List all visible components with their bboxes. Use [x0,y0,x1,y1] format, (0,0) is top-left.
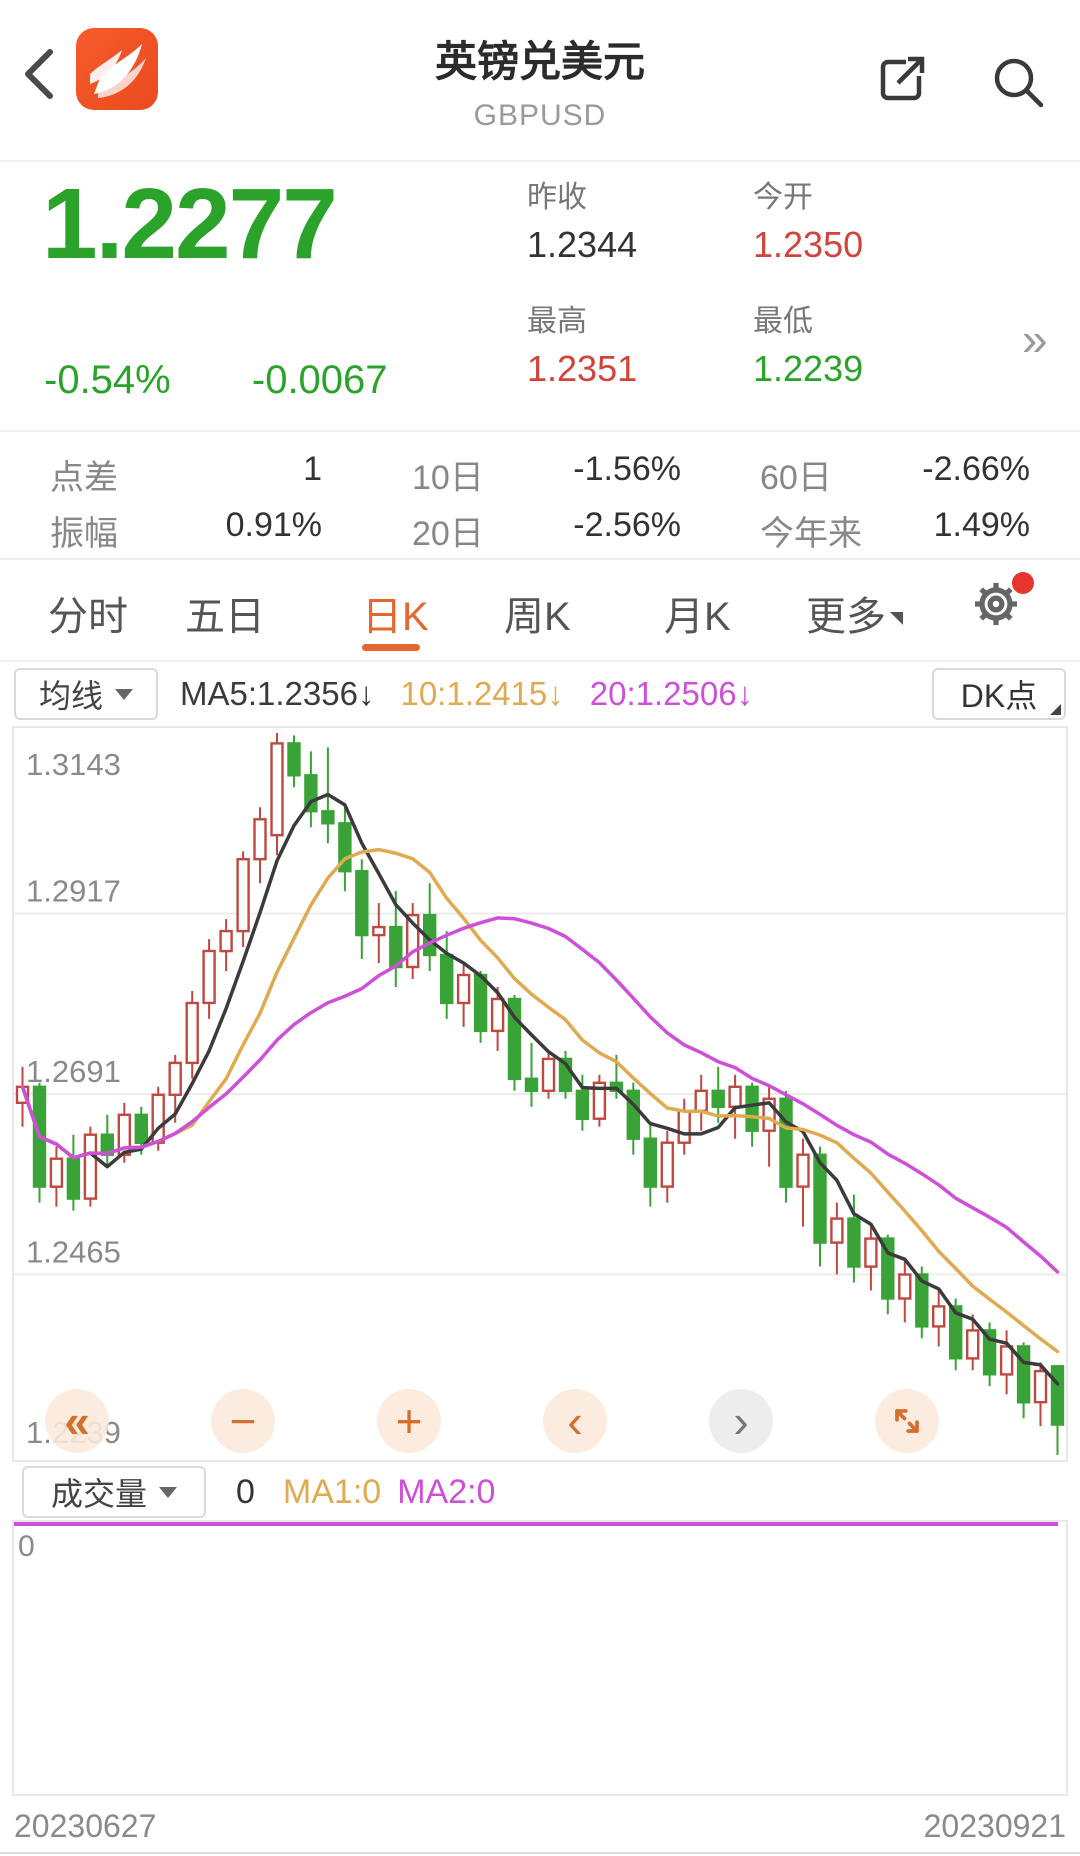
period-tabs: 分时 五日 日K 周K 月K 更多 [0,560,1080,662]
end-date-label: 20230921 [923,1808,1066,1844]
volume-chart-panel[interactable]: 0 [12,1520,1068,1796]
ma-selector-dropdown[interactable]: 均线 [14,668,158,720]
price-change: -0.54% -0.0067 [44,358,458,403]
tab-minute[interactable]: 分时 [48,595,128,639]
svg-text:1.2917: 1.2917 [26,874,121,909]
field-label: 昨收 [527,181,587,214]
chart-controls: « − + ‹ › [0,1389,1080,1453]
search-icon [994,58,1044,108]
field-label: 今开 [753,181,813,214]
app-logo-icon[interactable] [76,28,158,110]
field-low: 最低 1.2239 [753,296,973,390]
more-dropdown-triangle-icon [890,612,903,625]
down-arrow-icon: ↓ [736,675,754,712]
change-absolute: -0.0067 [251,358,388,402]
back-button[interactable] [20,46,60,102]
tab-daily-k[interactable]: 日K [362,595,429,639]
stat-value: 0.91% [225,506,322,544]
x-axis-dates: 20230627 20230921 [0,1796,1080,1845]
volume-selector-label: 成交量 [50,1476,147,1512]
share-button[interactable] [872,50,932,115]
field-label: 最高 [527,305,587,338]
stat-label: 60日 [760,459,832,497]
ma-selector-label: 均线 [38,678,103,714]
zoom-out-button[interactable]: − [211,1389,275,1453]
stat-value: -2.56% [573,506,681,544]
tab-five-day[interactable]: 五日 [185,595,265,639]
zoom-in-button[interactable]: + [377,1389,441,1453]
stat-label: 振幅 [50,515,118,553]
stat-value: 1 [303,450,322,488]
change-percent: -0.54% [44,358,171,402]
field-open: 今开 1.2350 [753,172,973,266]
volume-header: 成交量 0 MA1:0 MA2:0 [0,1464,1080,1520]
stats-panel: 点差 1 10日 -1.56% 60日 -2.66% 振幅 0.91% 20日 … [0,432,1080,560]
search-button[interactable] [986,50,1050,119]
down-arrow-icon: ↓ [357,675,375,712]
back-chevron-icon [25,49,53,99]
svg-text:1.2465: 1.2465 [26,1235,121,1270]
field-value: 1.2351 [527,348,638,389]
settings-button[interactable] [968,576,1024,632]
tab-more[interactable]: 更多 [806,595,886,639]
jump-start-button[interactable]: « [45,1389,109,1453]
share-icon [880,56,925,101]
dropdown-arrow-icon [115,688,133,700]
expand-quote-chevron-icon[interactable]: » [1022,313,1048,365]
field-value: 1.2350 [753,224,864,265]
notification-dot [1012,572,1034,594]
gear-icon [975,583,1017,625]
legend-ma10: 10:1.2415↓ [400,675,564,712]
field-label: 最低 [753,305,813,338]
field-value: 1.2239 [753,348,864,389]
volume-ma1: MA1:0 [282,1472,382,1511]
start-date-label: 20230627 [14,1808,157,1844]
stat-value: 1.49% [933,506,1030,544]
down-arrow-icon: ↓ [547,675,564,712]
field-prev-close: 昨收 1.2344 [527,172,747,266]
dk-point-button[interactable]: DK点 [932,668,1066,720]
dropdown-arrow-icon [159,1486,177,1498]
volume-selector-dropdown[interactable]: 成交量 [22,1466,206,1518]
bottom-divider [0,1852,1080,1854]
fullscreen-expand-icon [895,1409,919,1433]
svg-text:1.2691: 1.2691 [26,1054,121,1089]
tab-monthly-k[interactable]: 月K [664,595,731,639]
legend-ma20: 20:1.2506↓ [589,675,754,712]
field-value: 1.2344 [527,224,638,265]
stat-label: 20日 [412,515,484,553]
volume-axis-zero: 0 [18,1530,35,1563]
svg-text:1.3143: 1.3143 [26,747,121,782]
corner-triangle-icon [1050,704,1061,715]
pan-right-button[interactable]: › [709,1389,773,1453]
header: 英镑兑美元 GBPUSD [0,0,1080,162]
stat-label: 10日 [412,459,484,497]
stat-value: -1.56% [573,450,681,488]
volume-ma2: MA2:0 [397,1472,496,1511]
quote-panel: 1.2277 -0.54% -0.0067 昨收 1.2344 今开 1.235… [0,162,1080,432]
symbol-code: GBPUSD [473,99,607,132]
stat-label: 点差 [50,459,118,497]
chart-toolbar: 均线 MA5:1.2356↓ 10:1.2415↓ 20:1.2506↓ DK点 [0,662,1080,726]
tab-weekly-k[interactable]: 周K [504,595,571,639]
last-price: 1.2277 [42,168,338,280]
stat-value: -2.66% [922,450,1030,488]
active-tab-underline [362,644,420,651]
header-titles: 英镑兑美元 GBPUSD [0,0,1080,133]
volume-ma-line [14,1522,1058,1526]
field-high: 最高 1.2351 [527,296,747,390]
stat-label: 今年来 [760,515,862,553]
legend-ma5: MA5:1.2356↓ [180,675,375,712]
fullscreen-button[interactable] [875,1389,939,1453]
pan-left-button[interactable]: ‹ [543,1389,607,1453]
volume-value: 0 [236,1472,255,1511]
page-title: 英镑兑美元 [434,38,645,85]
